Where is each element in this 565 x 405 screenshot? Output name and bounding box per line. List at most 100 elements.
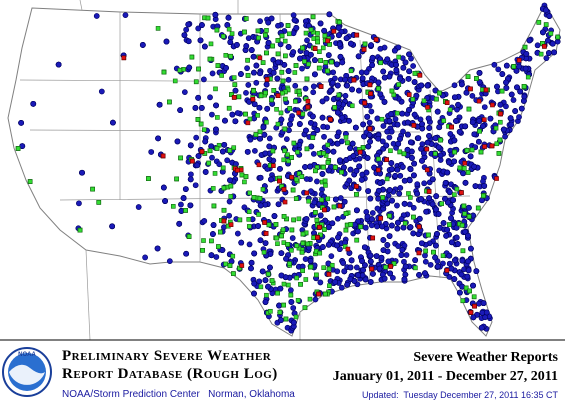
- report-dot: [376, 86, 381, 91]
- report-dot: [516, 63, 522, 70]
- report-dot: [223, 53, 229, 58]
- report-dot: [387, 270, 394, 277]
- report-dot: [325, 241, 332, 248]
- report-dot: [367, 279, 374, 285]
- report-dot: [440, 220, 447, 226]
- report-dot: [257, 18, 263, 25]
- report-dot: [239, 172, 245, 178]
- report-dot: [466, 214, 472, 219]
- report-dot: [243, 174, 249, 179]
- report-dot: [289, 227, 295, 233]
- report-dot: [231, 145, 237, 150]
- report-dot: [469, 119, 476, 126]
- report-dot: [195, 94, 202, 101]
- report-dot: [365, 188, 372, 194]
- report-dot: [391, 261, 397, 266]
- report-dot: [477, 128, 482, 134]
- report-dot: [238, 71, 244, 77]
- report-dot: [156, 101, 163, 108]
- report-dot: [245, 82, 252, 88]
- report-dot: [257, 135, 263, 142]
- report-dot: [465, 74, 471, 79]
- state-line: [59, 195, 471, 201]
- report-dot: [223, 65, 229, 71]
- report-dot: [469, 92, 476, 99]
- report-dot: [310, 14, 316, 20]
- report-dot: [196, 66, 201, 72]
- report-dot: [375, 135, 382, 142]
- report-dot: [229, 31, 235, 36]
- report-dot: [444, 268, 450, 273]
- report-dot: [450, 197, 457, 204]
- report-dot: [384, 248, 391, 255]
- report-dot: [299, 249, 305, 255]
- report-dot: [275, 241, 280, 247]
- report-dot: [336, 92, 342, 98]
- report-dot: [293, 314, 299, 320]
- report-dot: [521, 84, 527, 89]
- report-dot: [312, 71, 318, 78]
- report-dot: [400, 64, 407, 71]
- report-dot: [470, 282, 476, 289]
- report-dot: [316, 150, 322, 156]
- report-dot: [221, 218, 227, 224]
- report-dot: [187, 171, 194, 178]
- report-dot: [246, 241, 253, 248]
- report-dot: [503, 62, 510, 69]
- report-dot: [465, 170, 471, 175]
- report-dot: [494, 83, 500, 90]
- report-dot: [248, 265, 254, 272]
- report-dot: [251, 69, 257, 76]
- report-dot: [296, 216, 302, 222]
- report-dot: [361, 244, 368, 251]
- report-dot: [195, 25, 202, 32]
- report-dot: [413, 265, 418, 271]
- report-dot: [512, 108, 519, 114]
- report-dot: [187, 176, 194, 183]
- report-dot: [546, 13, 553, 19]
- report-dot: [279, 90, 285, 96]
- report-dot: [439, 201, 444, 206]
- report-dot: [508, 91, 515, 98]
- mexico-line: [85, 249, 91, 341]
- report-dot: [202, 169, 209, 175]
- report-dot: [391, 92, 397, 98]
- report-dot: [475, 138, 482, 145]
- report-dot: [381, 99, 388, 105]
- report-dot: [200, 248, 205, 253]
- report-dot: [318, 84, 324, 89]
- report-dot: [355, 53, 362, 60]
- report-dot: [322, 33, 328, 39]
- report-dot: [451, 82, 458, 89]
- report-dot: [243, 89, 249, 96]
- report-dot: [160, 153, 166, 159]
- report-dot: [266, 156, 273, 163]
- report-dot: [306, 61, 311, 67]
- report-dot: [274, 75, 281, 82]
- report-dot: [256, 104, 263, 111]
- report-dot: [79, 169, 85, 176]
- report-dot: [289, 155, 294, 160]
- report-dot: [285, 76, 292, 83]
- report-dot: [380, 237, 387, 243]
- report-dot: [268, 308, 273, 314]
- report-dot: [468, 310, 474, 315]
- report-dot: [229, 92, 234, 97]
- heading: Severe Weather Reports: [413, 350, 558, 365]
- report-dot: [405, 131, 411, 138]
- report-dot: [264, 119, 269, 125]
- report-dot: [436, 124, 443, 131]
- report-dot: [291, 140, 297, 146]
- report-dot: [243, 111, 248, 117]
- report-dot: [543, 22, 549, 27]
- report-dot: [406, 107, 412, 113]
- report-dot: [269, 278, 275, 283]
- report-dot: [297, 55, 303, 62]
- report-dot: [325, 160, 331, 165]
- report-dot: [321, 164, 326, 170]
- report-dot: [139, 42, 146, 48]
- report-dot: [341, 164, 347, 171]
- report-dot: [280, 227, 286, 232]
- report-dot: [397, 172, 404, 179]
